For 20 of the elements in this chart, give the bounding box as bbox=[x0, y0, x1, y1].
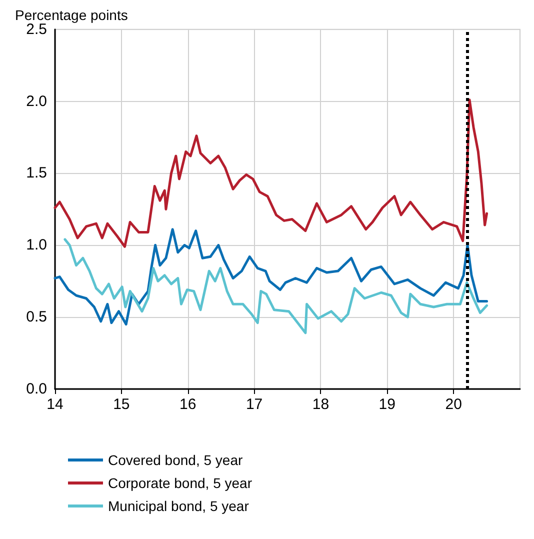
x-tick-label: 17 bbox=[246, 396, 263, 413]
legend-label: Covered bond, 5 year bbox=[108, 452, 243, 468]
line-series bbox=[54, 98, 488, 248]
x-tick-label: 16 bbox=[180, 396, 196, 413]
legend-label: Corporate bond, 5 year bbox=[108, 475, 252, 491]
x-tick-label: 18 bbox=[312, 396, 330, 413]
y-tick-label: 0.0 bbox=[26, 380, 47, 398]
line-series bbox=[54, 228, 488, 326]
y-tick-label: 1.0 bbox=[26, 236, 47, 254]
legend-label: Municipal bond, 5 year bbox=[108, 498, 250, 514]
y-axis-title: Percentage points bbox=[15, 7, 128, 23]
x-tick-label: 19 bbox=[378, 396, 396, 413]
x-tick-label: 20 bbox=[445, 396, 462, 413]
y-tick-label: 2.0 bbox=[26, 92, 47, 110]
y-tick-label: 1.5 bbox=[26, 164, 47, 182]
y-tick-label: 2.5 bbox=[26, 20, 47, 38]
x-tick-label: 14 bbox=[46, 396, 64, 413]
y-tick-label: 0.5 bbox=[26, 308, 47, 326]
x-tick-label: 15 bbox=[113, 396, 130, 413]
line-series bbox=[64, 238, 488, 334]
